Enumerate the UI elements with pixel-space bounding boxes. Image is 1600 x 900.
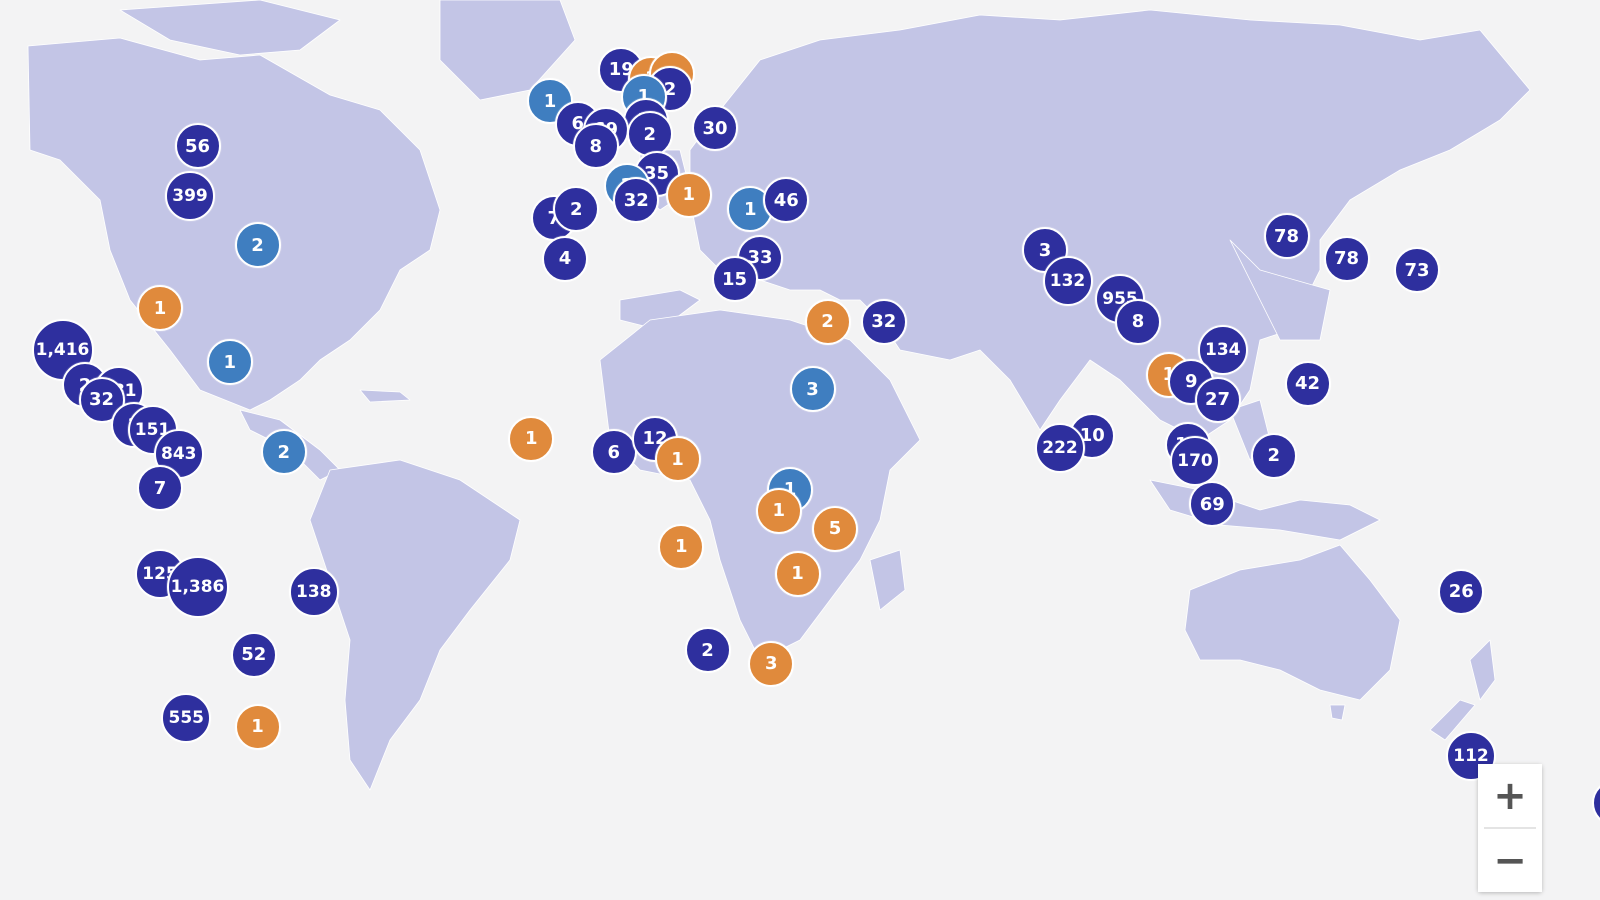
cluster-marker[interactable]: 26 (1438, 568, 1485, 615)
cluster-marker[interactable]: 2 (260, 429, 307, 475)
cluster-marker[interactable]: 46 (763, 177, 810, 223)
cluster-marker[interactable]: 2 (684, 627, 731, 673)
cluster-marker[interactable]: 7 (137, 465, 183, 511)
cluster-marker[interactable]: 2 (234, 222, 281, 268)
cluster-marker[interactable]: 3 (748, 640, 795, 687)
cluster-marker[interactable]: 138 (288, 566, 339, 617)
cluster-marker[interactable]: 132 (1042, 256, 1093, 306)
cluster-marker[interactable]: 42 (1284, 360, 1331, 407)
cluster-marker[interactable]: 2 (1250, 432, 1297, 479)
north-america-landmass (27, 0, 576, 411)
cluster-marker[interactable]: 1 (654, 436, 701, 483)
cluster-marker[interactable]: 1 (508, 415, 555, 462)
zoom-in-button[interactable]: + (1478, 764, 1542, 827)
cluster-marker[interactable]: 2 (553, 186, 600, 232)
cluster-marker[interactable]: 1 (137, 285, 183, 331)
africa-landmass (599, 309, 921, 661)
cluster-marker[interactable]: 8 (1115, 298, 1161, 345)
cluster-marker[interactable]: 1 (665, 171, 712, 218)
cluster-marker[interactable]: 73 (1394, 247, 1440, 294)
cluster-marker[interactable]: 32 (613, 177, 660, 223)
cluster-marker[interactable]: 4 (542, 235, 588, 282)
new-zealand-landmass (1429, 639, 1496, 741)
cluster-marker[interactable]: 555 (161, 692, 212, 743)
cluster-marker[interactable]: 1 (774, 550, 821, 597)
cluster-marker[interactable]: 56 (174, 123, 221, 169)
cluster-marker[interactable]: 222 (1035, 423, 1085, 474)
cluster-marker[interactable]: 1 (658, 523, 705, 570)
cluster-marker[interactable]: 15 (711, 256, 758, 303)
cluster-marker[interactable]: 1 (206, 339, 253, 385)
cluster-marker[interactable]: 52 (230, 631, 277, 678)
zoom-controls: + − (1478, 764, 1542, 892)
cluster-marker[interactable]: 170 (1170, 436, 1220, 486)
cluster-marker[interactable]: 2 (626, 111, 673, 158)
cluster-marker[interactable]: 78 (1323, 235, 1370, 282)
cluster-marker[interactable]: 6 (590, 429, 637, 475)
zoom-divider (1484, 827, 1536, 829)
cluster-marker[interactable]: 399 (165, 170, 215, 221)
cluster-marker[interactable]: 32 (860, 298, 907, 345)
cluster-marker[interactable]: 1 (755, 487, 802, 534)
cluster-marker[interactable]: 5 (812, 505, 858, 552)
cluster-marker[interactable]: 27 (1194, 376, 1241, 423)
cluster-marker[interactable]: 2 (804, 298, 851, 345)
zoom-out-button[interactable]: − (1478, 829, 1542, 892)
cluster-marker[interactable]: 8 (572, 123, 619, 169)
cluster-marker[interactable]: 78 (1263, 213, 1310, 259)
australia-landmass (1184, 544, 1401, 721)
cluster-marker[interactable]: 3 (789, 366, 836, 412)
cluster-marker[interactable]: 1,386 (166, 556, 229, 618)
south-america-landmass (309, 459, 521, 791)
cluster-marker[interactable]: 30 (692, 105, 738, 151)
cluster-marker[interactable]: 1 (234, 703, 281, 750)
cluster-marker[interactable]: 69 (1189, 481, 1236, 528)
